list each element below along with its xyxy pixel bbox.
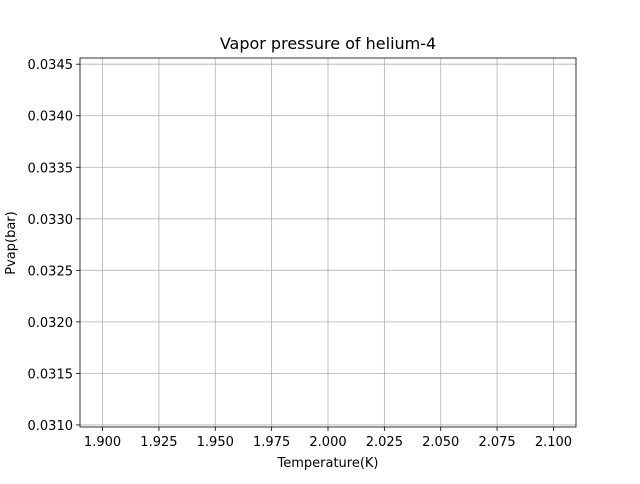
x-tick-label: 2.025 [366, 435, 403, 450]
x-axis-label: Temperature(K) [276, 456, 378, 471]
y-tick-label: 0.0330 [28, 213, 74, 228]
y-tick-label: 0.0310 [28, 419, 74, 434]
x-tick-label: 1.950 [197, 435, 234, 450]
y-tick-label: 0.0320 [28, 316, 74, 331]
y-tick-label: 0.0340 [28, 110, 74, 125]
x-tick-label: 2.050 [422, 435, 459, 450]
y-axis-label: Pvap(bar) [4, 211, 19, 274]
grid-layer [80, 58, 576, 427]
x-tick-label: 2.100 [535, 435, 572, 450]
x-tick-label: 2.000 [309, 435, 346, 450]
y-tick-label: 0.0325 [28, 264, 74, 279]
y-tick-label: 0.0315 [28, 367, 74, 382]
ticks-layer: 1.900 1.925 1.950 1.975 2.000 2.025 2.050 2.075… [28, 58, 573, 450]
chart-title: Vapor pressure of helium-4 [220, 34, 436, 53]
x-tick-label: 1.900 [84, 435, 121, 450]
plot-frame [79, 57, 577, 428]
x-tick-label: 1.925 [140, 435, 177, 450]
x-tick-label: 1.975 [253, 435, 290, 450]
x-tick-label: 2.075 [478, 435, 515, 450]
y-tick-label: 0.0335 [28, 161, 74, 176]
y-tick-label: 0.0345 [28, 58, 74, 73]
